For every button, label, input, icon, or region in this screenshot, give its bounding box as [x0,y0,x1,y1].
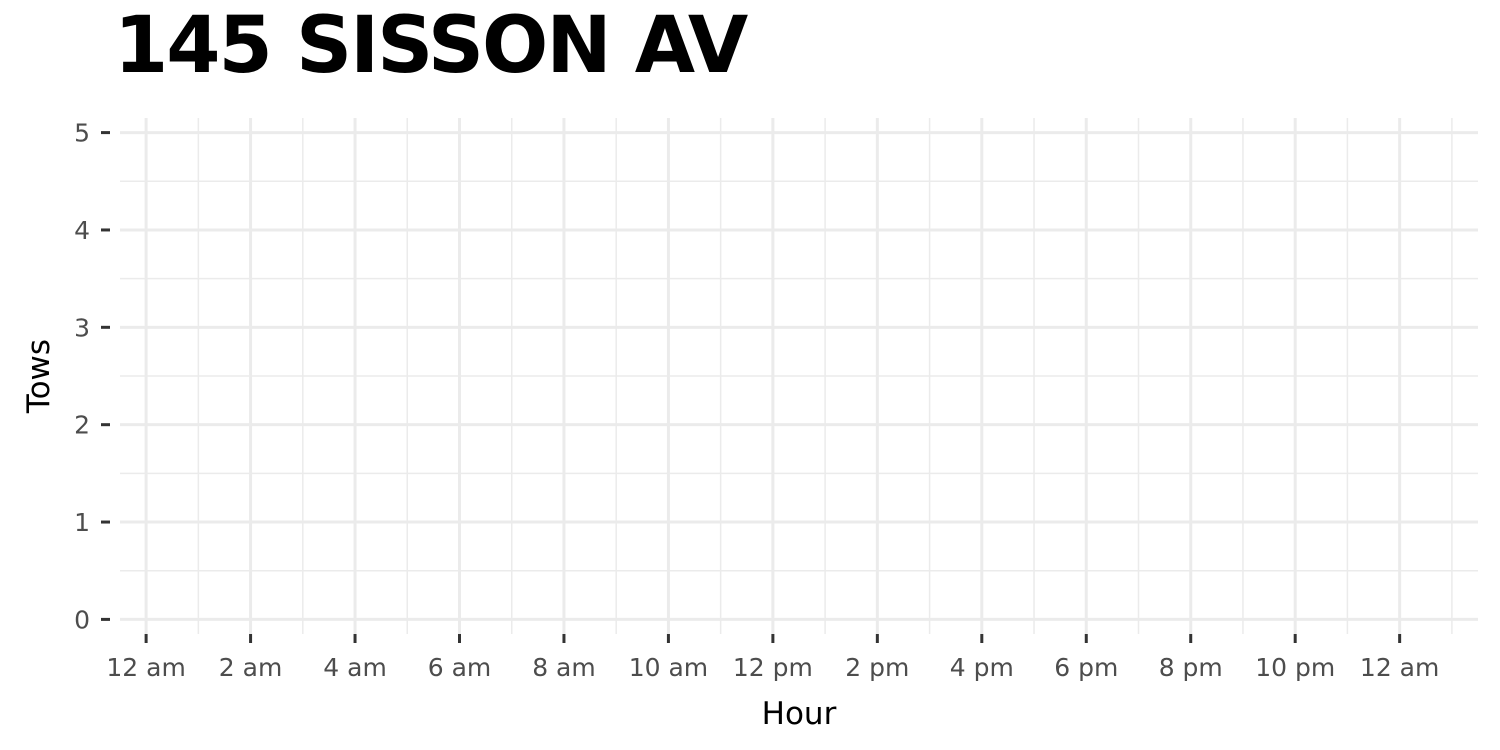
y-axis-title: Tows [21,339,57,414]
x-tick-label: 8 am [532,653,596,682]
grid-major-lines [120,118,1478,634]
y-tick-label: 0 [74,605,90,634]
x-tick-label: 10 pm [1255,653,1335,682]
x-tick-label: 2 am [219,653,283,682]
y-tick-label: 4 [74,216,90,245]
x-tick-label: 6 am [428,653,492,682]
x-tick-label: 8 pm [1159,653,1223,682]
x-tick-label: 10 am [629,653,708,682]
x-tick-label: 6 pm [1054,653,1118,682]
x-tick-label: 4 am [323,653,387,682]
grid-minor-lines [120,118,1478,634]
y-axis: 0 1 2 3 4 5 [74,119,110,634]
x-axis: 12 am 2 am 4 am 6 am 8 am 10 am 12 pm 2 pm 4 pm 6… [106,634,1439,682]
x-tick-label: 2 pm [845,653,909,682]
chart-title: 145 SISSON AV [114,1,748,91]
y-tick-label: 3 [74,313,90,342]
y-tick-label: 5 [74,119,90,148]
y-tick-label: 2 [74,411,90,440]
x-tick-label: 12 pm [733,653,813,682]
x-axis-title: Hour [762,696,837,732]
x-tick-label: 12 am [1360,653,1439,682]
x-tick-label: 4 pm [950,653,1014,682]
y-tick-label: 1 [74,508,90,537]
x-tick-label: 12 am [106,653,185,682]
